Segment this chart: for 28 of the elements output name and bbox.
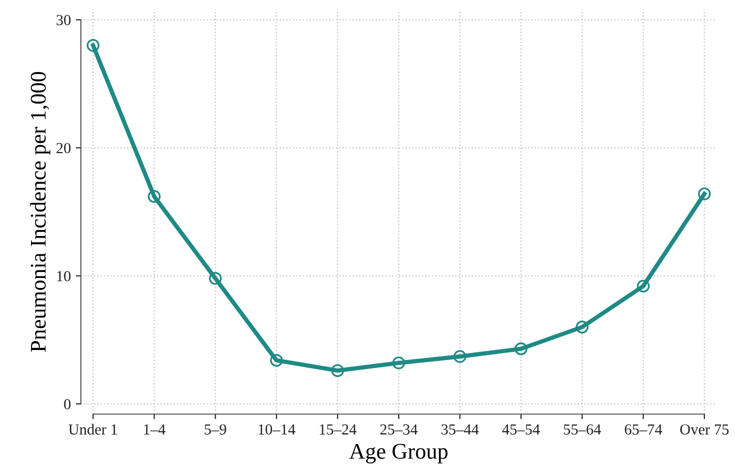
- y-tick-label: 30: [56, 14, 71, 26]
- x-tick-label: 55–64: [564, 424, 601, 435]
- y-tick-label: 20: [56, 142, 71, 154]
- x-tick-label: 10–14: [258, 424, 296, 435]
- x-tick-label: 65–74: [624, 424, 662, 435]
- x-tick-label: Under 1: [68, 424, 117, 435]
- x-tick-label: 45–54: [502, 424, 540, 435]
- point: [208, 272, 222, 285]
- y-tick-label: 10: [57, 270, 71, 282]
- x-tick-label: 15–24: [320, 424, 356, 435]
- x-tick-label: 1–4: [144, 424, 166, 434]
- y-tick-label: 0: [64, 399, 71, 410]
- point: [270, 354, 283, 367]
- x-tick-label: 35–44: [442, 424, 479, 435]
- point: [453, 350, 466, 363]
- x-axis-title: Age Group: [349, 444, 448, 464]
- point: [698, 188, 711, 200]
- x-tick-label: 25–34: [380, 424, 418, 435]
- point: [392, 356, 406, 370]
- y-axis-title: Pneumonia Incidence per 1,000: [30, 72, 50, 352]
- point: [331, 364, 344, 377]
- x-tick-label: 5–9: [204, 424, 226, 435]
- point: [86, 38, 100, 52]
- point: [148, 190, 161, 203]
- point: [514, 342, 528, 356]
- point: [576, 320, 589, 334]
- x-tick-label: Over 75: [680, 424, 729, 435]
- point: [636, 280, 650, 292]
